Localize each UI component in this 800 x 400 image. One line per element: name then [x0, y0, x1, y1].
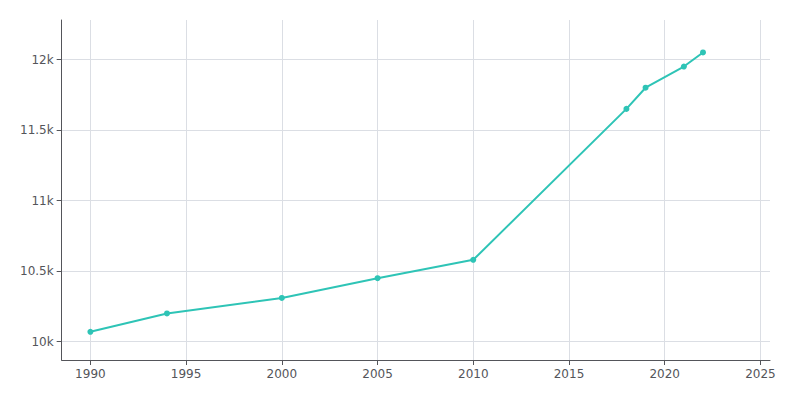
- svg-text:2000: 2000: [267, 367, 298, 381]
- svg-text:2025: 2025: [745, 367, 776, 381]
- svg-text:1990: 1990: [75, 367, 106, 381]
- svg-text:2005: 2005: [362, 367, 393, 381]
- svg-text:10k: 10k: [31, 335, 53, 349]
- svg-text:2020: 2020: [649, 367, 680, 381]
- svg-text:1995: 1995: [171, 367, 202, 381]
- svg-text:10.5k: 10.5k: [20, 264, 54, 278]
- svg-text:2015: 2015: [554, 367, 585, 381]
- svg-text:12k: 12k: [31, 53, 53, 67]
- svg-text:2010: 2010: [458, 367, 489, 381]
- svg-text:11.5k: 11.5k: [20, 123, 54, 137]
- svg-text:11k: 11k: [31, 194, 53, 208]
